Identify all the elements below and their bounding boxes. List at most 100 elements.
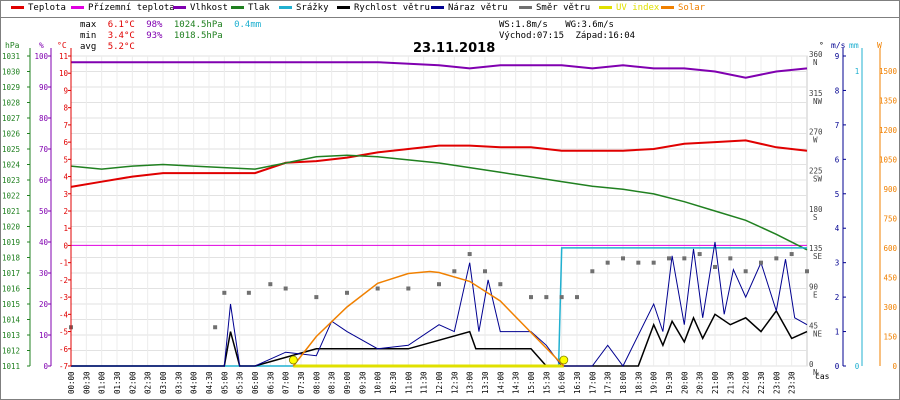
pressure-tick-label: 1016 [2,285,21,294]
humidity-tick-label: 0 [43,362,48,371]
x-tick-label: 05:00 [220,371,229,394]
humidity-tick-label: 100 [34,52,48,61]
x-tick-label: 06:00 [251,371,260,394]
pressure-tick-label: 1025 [2,145,20,154]
legend-item-1: Přízemní teplota [71,3,175,14]
legend-label: Teplota [28,3,66,13]
solar-tick-label: 600 [883,244,897,253]
x-tick-label: 07:30 [297,371,306,394]
wind-direction-point [498,282,503,287]
humidity-axis-unit: % [39,41,44,50]
x-tick-label: 09:00 [343,371,352,394]
wind-direction-point [636,260,641,265]
series-line-tlak [70,154,808,251]
rain-axis-unit: mm [849,41,859,50]
wind-direction-point [213,325,218,330]
wind-tick-label: 1 [835,328,840,337]
wind-direction-point [437,282,441,287]
legend-swatch [519,6,532,9]
direction-tick-label: 0 [809,360,814,369]
pressure-tick-label: 1013 [2,331,20,340]
pressure-tick-label: 1017 [2,269,20,278]
solar-tick-label: 1500 [879,67,898,76]
x-tick-label: 11:00 [404,371,413,394]
solar-tick-label: 1200 [879,126,898,135]
stats-min-label: min [80,31,97,41]
legend-item-5: Rychlost větru [337,3,430,14]
direction-compass-label: NE [813,329,823,338]
legend-item-7: Směr větru [519,3,590,14]
direction-compass-label: W [813,136,818,145]
wind-direction-point [575,295,579,300]
stats-ws: WS:1.8m/s [499,20,548,30]
wind-direction-point [651,260,656,265]
wind-direction-point [743,269,748,274]
pressure-tick-label: 1022 [2,192,20,201]
temperature-tick-label: 5 [63,155,68,164]
x-tick-label: 15:00 [527,371,536,394]
temperature-tick-label: -4 [59,310,69,319]
x-tick-label: 18:30 [634,371,643,394]
x-tick-label: 01:30 [113,371,122,394]
x-tick-label: 02:30 [144,371,153,394]
rain-tick-label: 0 [855,362,860,371]
legend-swatch [71,6,84,9]
temperature-tick-label: 4 [63,173,68,182]
temperature-tick-label: -2 [59,276,68,285]
temperature-tick-label: -6 [59,345,69,354]
legend-label: Solar [678,3,706,13]
x-tick-label: 15:30 [542,371,551,394]
x-tick-label: 11:30 [420,371,429,394]
temperature-tick-label: -1 [59,259,68,268]
grid [70,55,808,367]
solar-tick-label: 0 [892,362,897,371]
wind-tick-label: 7 [835,121,840,130]
x-tick-label: 02:00 [128,371,137,394]
temperature-tick-label: 6 [63,138,68,147]
wind-direction-point [667,256,671,261]
wind-direction-point [314,295,319,300]
stats-sun: Východ:07:15 Západ:16:04 [499,31,635,42]
wind-direction-point [283,286,288,291]
wind-direction-point [605,260,610,265]
direction-tick-label: 45 [809,321,818,330]
legend-label: Rychlost větru [354,3,430,13]
temperature-axis-unit: °C [57,41,67,50]
pressure-tick-label: 1014 [2,316,21,325]
direction-compass-label: SE [813,252,823,261]
stats-max: max 6.1°C 98% 1024.5hPa 0.4mm [80,20,261,31]
x-tick-label: 21:00 [711,371,720,394]
pressure-axis-unit: hPa [5,41,20,50]
direction-tick-label: 90 [809,283,819,292]
legend-swatch [599,6,612,9]
wind-direction-point [728,256,733,261]
stats-sunrise: Východ:07:15 [499,31,565,41]
stats-min: min 3.4°C 93% 1018.5hPa [80,31,223,42]
direction-tick-label: 135 [809,244,823,253]
legend-label: Tlak [248,3,270,13]
temperature-tick-label: -5 [59,328,68,337]
x-tick-label: 07:00 [282,371,291,394]
wind-tick-label: 0 [835,362,840,371]
x-tick-label: 20:00 [680,371,689,394]
humidity-tick-label: 60 [39,176,49,185]
x-tick-label: 06:30 [266,371,275,394]
wind-direction-point [268,282,273,287]
wind-direction-point [246,290,251,295]
x-tick-label: 03:30 [174,371,183,394]
legend-item-3: Tlak [231,3,270,14]
stats-max-temp: 6.1°C [107,20,135,30]
humidity-tick-label: 20 [39,300,49,309]
temperature-tick-label: 10 [59,69,69,78]
x-tick-label: 03:00 [159,371,168,394]
pressure-tick-label: 1020 [2,223,21,232]
x-tick-label: 22:30 [757,371,766,394]
wind-direction-point [559,295,564,300]
direction-tick-label: 270 [809,128,823,137]
x-tick-label: 16:00 [558,371,567,394]
pressure-tick-label: 1029 [2,83,20,92]
humidity-tick-label: 30 [39,269,49,278]
stats-avg-temp: 5.2°C [107,42,135,52]
x-axis-label: čas [815,371,830,381]
x-tick-label: 19:00 [650,371,659,394]
